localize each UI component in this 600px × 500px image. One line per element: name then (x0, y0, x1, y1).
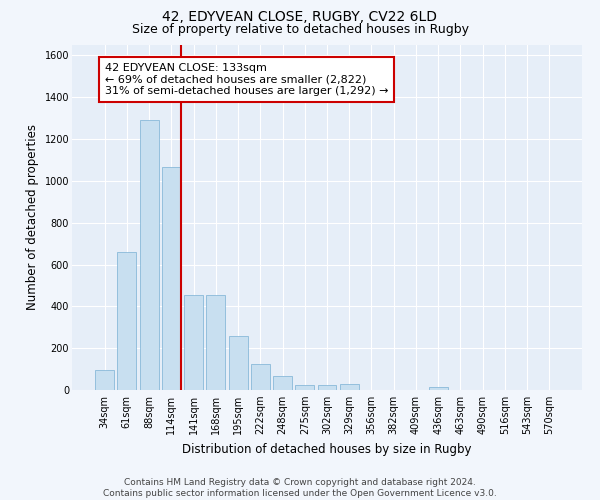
Text: Contains HM Land Registry data © Crown copyright and database right 2024.
Contai: Contains HM Land Registry data © Crown c… (103, 478, 497, 498)
Bar (162, 168, 181, 390)
Y-axis label: Number of detached properties: Number of detached properties (26, 124, 39, 310)
Text: 42 EDYVEAN CLOSE: 133sqm
← 69% of detached houses are smaller (2,822)
31% of sem: 42 EDYVEAN CLOSE: 133sqm ← 69% of detach… (105, 63, 388, 96)
Bar (273, 376, 292, 390)
Bar (317, 385, 337, 390)
Bar (229, 336, 248, 390)
Bar (295, 385, 314, 390)
Bar (340, 384, 359, 390)
Bar (95, 370, 114, 390)
Bar (429, 387, 448, 390)
Bar (184, 295, 203, 390)
Bar (140, 120, 158, 390)
X-axis label: Distribution of detached houses by size in Rugby: Distribution of detached houses by size … (182, 442, 472, 456)
Bar (118, 252, 136, 390)
Bar (251, 364, 270, 390)
Text: 42, EDYVEAN CLOSE, RUGBY, CV22 6LD: 42, EDYVEAN CLOSE, RUGBY, CV22 6LD (163, 10, 437, 24)
Text: Size of property relative to detached houses in Rugby: Size of property relative to detached ho… (131, 22, 469, 36)
Bar (206, 295, 225, 390)
